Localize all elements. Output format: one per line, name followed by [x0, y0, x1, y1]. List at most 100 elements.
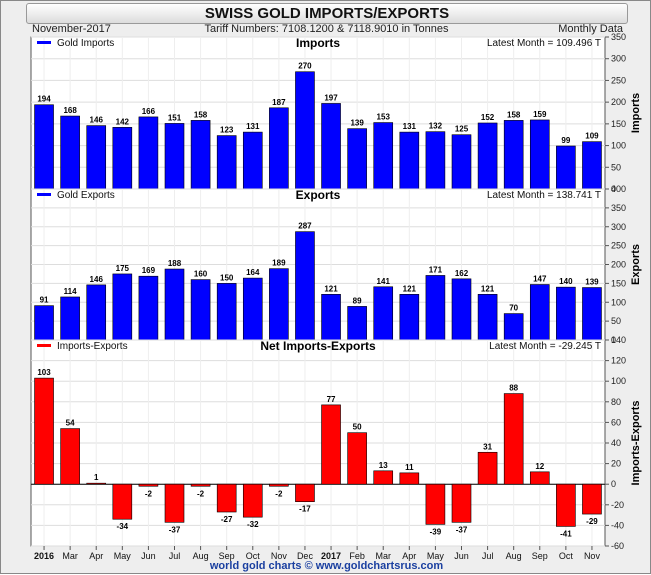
xtick-label: Aug — [506, 551, 522, 561]
xtick-label: 2016 — [34, 551, 54, 561]
xtick-label: Aug — [193, 551, 209, 561]
net-value-label: 50 — [353, 423, 362, 432]
net-value-label: -39 — [430, 527, 442, 536]
xtick-label: Sep — [219, 551, 235, 561]
exports-bar — [529, 284, 550, 341]
imports-value-label: 146 — [90, 116, 104, 125]
imports-value-label: 125 — [455, 125, 469, 134]
xtick-label: Oct — [246, 551, 261, 561]
xtick-label: Apr — [89, 551, 103, 561]
exports-ytick-label: 150 — [611, 278, 626, 288]
imports-bar — [216, 135, 237, 190]
net-bar — [477, 451, 498, 485]
xtick-label: Mar — [375, 551, 391, 561]
exports-value-label: 114 — [64, 287, 77, 296]
net-value-label: -29 — [586, 517, 598, 526]
xtick-label: May — [114, 551, 132, 561]
imports-value-label: 123 — [220, 126, 234, 135]
exports-bar — [556, 286, 576, 341]
imports-bar — [112, 127, 133, 190]
imports-bar — [399, 131, 420, 190]
exports-bar — [321, 294, 341, 341]
exports-value-label: 121 — [481, 284, 495, 293]
exports-value-label: 169 — [142, 266, 156, 275]
exports-legend-label: Gold Exports — [57, 190, 115, 201]
exports-bar — [34, 305, 54, 341]
footer-credit: world gold charts © www.goldchartsrus.co… — [209, 560, 444, 572]
net-bar — [86, 482, 107, 485]
net-value-label: -37 — [456, 525, 468, 534]
exports-ytick-label: 350 — [611, 203, 626, 213]
imports-value-label: 109 — [585, 132, 599, 141]
imports-bar — [242, 131, 263, 190]
net-value-label: -2 — [197, 489, 205, 498]
exports-value-label: 188 — [168, 259, 182, 268]
exports-value-label: 91 — [40, 296, 49, 305]
net-bar — [242, 483, 263, 518]
xtick-label: Jul — [482, 551, 494, 561]
imports-value-label: 197 — [324, 93, 338, 102]
exports-value-label: 162 — [455, 269, 469, 278]
exports-ytick-label: 250 — [611, 241, 626, 251]
xtick-label: Apr — [402, 551, 416, 561]
imports-bar — [34, 104, 54, 190]
net-bar — [321, 404, 341, 485]
net-bar — [347, 432, 367, 485]
net-bar — [164, 483, 185, 523]
net-ytick-label: -60 — [611, 541, 624, 551]
frequency-label: Monthly Data — [558, 23, 623, 35]
exports-value-label: 146 — [90, 275, 104, 284]
net-value-label: 12 — [535, 462, 544, 471]
date-label: November-2017 — [32, 23, 111, 35]
exports-bar — [582, 287, 602, 341]
net-bar — [529, 471, 550, 485]
imports-bar — [425, 131, 446, 190]
exports-ytick-label: 200 — [611, 260, 626, 270]
net-bar — [34, 377, 54, 485]
net-bar — [503, 393, 524, 485]
imports-legend-swatch — [37, 41, 51, 44]
net-ytick-label: 120 — [611, 356, 626, 366]
imports-bar — [556, 145, 576, 190]
imports-ytick-label: 100 — [611, 141, 626, 151]
exports-ytick-label: 400 — [611, 184, 626, 194]
imports-value-label: 139 — [350, 119, 364, 128]
exports-bar — [138, 275, 159, 341]
imports-panel-title: Imports — [296, 36, 340, 50]
exports-value-label: 89 — [353, 296, 362, 305]
net-value-label: 13 — [379, 461, 388, 470]
exports-latest-month: Latest Month = 138.741 T — [487, 190, 601, 201]
exports-ytick-label: 100 — [611, 297, 626, 307]
imports-value-label: 99 — [561, 136, 570, 145]
exports-bar — [425, 275, 446, 341]
xtick-label: Jun — [141, 551, 156, 561]
imports-bar — [529, 119, 550, 190]
net-legend-swatch — [37, 344, 51, 347]
net-value-label: -41 — [560, 529, 572, 538]
imports-ytick-label: 150 — [611, 119, 626, 129]
net-ytick-label: 100 — [611, 376, 626, 386]
imports-value-label: 270 — [298, 62, 312, 71]
imports-value-label: 166 — [142, 107, 156, 116]
exports-value-label: 70 — [509, 304, 518, 313]
net-ytick-label: 60 — [611, 417, 621, 427]
imports-value-label: 187 — [272, 98, 286, 107]
imports-value-label: 159 — [533, 110, 547, 119]
imports-legend-label: Gold Imports — [57, 38, 114, 49]
exports-bar — [190, 279, 211, 341]
exports-value-label: 150 — [220, 273, 234, 282]
xtick-label: Nov — [271, 551, 288, 561]
exports-bar — [399, 294, 420, 341]
net-bar — [556, 483, 576, 527]
exports-value-label: 189 — [272, 259, 286, 268]
exports-bar — [451, 278, 472, 341]
xtick-label: Feb — [349, 551, 365, 561]
exports-bar — [112, 273, 133, 341]
exports-bar — [60, 296, 80, 341]
net-ytick-label: 20 — [611, 459, 621, 469]
chart-title: SWISS GOLD IMPORTS/EXPORTS — [26, 3, 628, 24]
net-bar — [190, 483, 211, 487]
net-bar — [60, 428, 80, 485]
xtick-label: Dec — [297, 551, 314, 561]
